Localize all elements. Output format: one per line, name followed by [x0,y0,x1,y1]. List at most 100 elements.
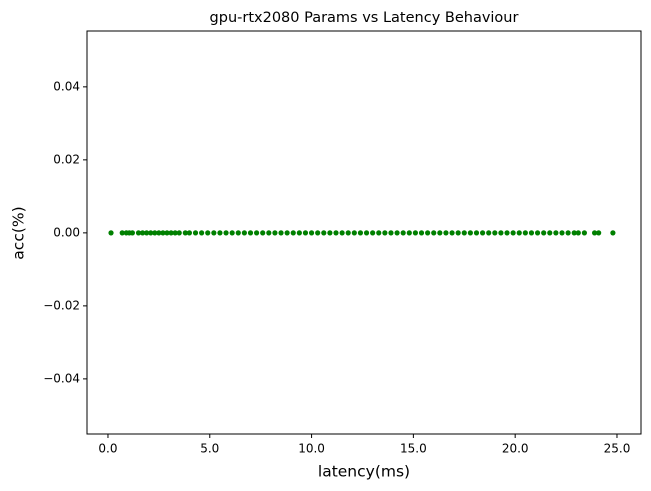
point [108,230,114,236]
point [443,230,449,236]
point [528,230,535,236]
point [192,230,199,236]
point [461,230,467,236]
point [168,230,174,236]
point [510,230,516,236]
point [260,230,266,236]
point [610,230,616,236]
point [547,230,553,236]
point [290,230,296,236]
chart-title: gpu-rtx2080 Params vs Latency Behaviour [210,10,519,26]
point [498,230,504,236]
point [129,230,136,236]
point [217,230,223,236]
point [308,230,315,236]
point [241,230,247,236]
point [139,230,146,236]
point [176,230,182,236]
point [119,230,125,236]
point [182,230,188,236]
y-tick-label: −0.04 [43,371,80,385]
point [565,230,571,236]
point [296,230,302,236]
point [467,230,473,236]
point [382,230,388,236]
point [205,230,211,236]
point [333,230,339,236]
point [400,230,406,236]
point [575,230,581,236]
point [148,230,154,236]
point [235,230,241,236]
point [345,230,351,236]
point [492,230,498,236]
x-tick-label: 20.0 [502,442,529,456]
point [376,230,382,236]
point [144,230,150,236]
point [229,230,235,236]
x-tick-label: 5.0 [200,442,219,456]
point [473,230,480,236]
point [553,230,559,236]
point [571,230,577,236]
point [254,230,260,236]
point [534,230,541,236]
point [315,230,321,236]
y-tick-label: −0.02 [43,298,80,312]
point [406,230,412,236]
point [486,230,492,236]
point [418,230,425,236]
x-tick-label: 0.0 [98,442,117,456]
point [522,230,528,236]
point [437,230,443,236]
point [135,230,142,236]
point [479,230,486,236]
point [351,230,357,236]
point [211,230,217,236]
point [541,230,547,236]
point [186,230,193,236]
point [278,230,284,236]
point [327,230,333,236]
point [339,230,345,236]
point [272,230,278,236]
point [321,230,327,236]
point [394,230,400,236]
point [152,230,158,236]
point [581,230,587,236]
point [156,230,162,236]
point [357,230,364,236]
point [516,230,522,236]
point [266,230,272,236]
point [164,230,170,236]
x-axis-label: latency(ms) [318,463,410,481]
point [370,230,376,236]
point [247,230,254,236]
point [449,230,455,236]
x-tick-label: 15.0 [400,442,427,456]
point [172,230,178,236]
point [363,230,370,236]
y-tick-label: 0.04 [53,79,80,93]
x-tick-label: 25.0 [604,442,631,456]
x-tick-label: 10.0 [298,442,325,456]
y-axis-label: acc(%) [10,206,28,259]
point [412,230,419,236]
point [431,230,437,236]
point [591,230,598,236]
point [388,230,394,236]
point [199,230,205,236]
point [559,230,565,236]
plot-frame [86,30,642,435]
point [596,230,602,236]
point [455,230,461,236]
point [223,230,229,236]
point [302,230,309,236]
point [160,230,166,236]
point [284,230,290,236]
y-tick-label: 0.00 [53,225,80,239]
y-tick-label: 0.02 [53,152,80,166]
point [504,230,510,236]
